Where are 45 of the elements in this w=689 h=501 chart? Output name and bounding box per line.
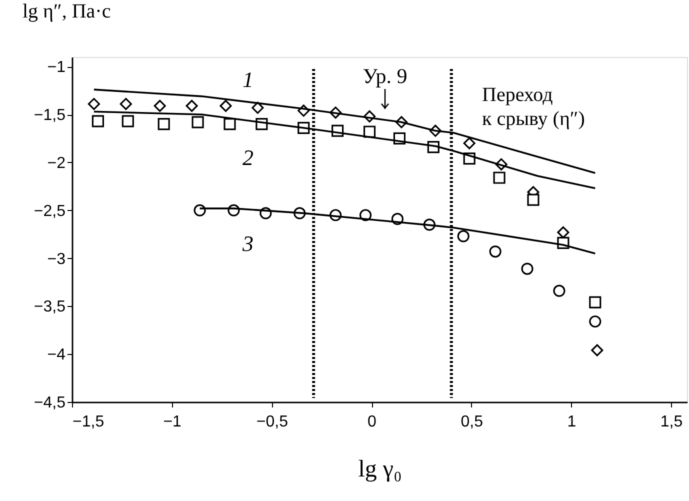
x-axis-title: lg γ₀: [358, 456, 402, 482]
point: [591, 344, 604, 356]
point: [224, 118, 236, 130]
point: [122, 115, 134, 128]
y-tick-label: −3: [47, 250, 66, 268]
point: [120, 98, 132, 110]
point: [489, 246, 502, 258]
y-tick-label: −4: [47, 346, 66, 364]
x-tick-label: 1: [567, 414, 576, 430]
x-tick-label: 0,5: [460, 414, 484, 430]
annotation: 1: [242, 67, 254, 92]
point: [220, 100, 232, 112]
point: [493, 172, 506, 184]
x-tick-label: 0: [368, 414, 377, 430]
y-axis-title: lg η″, Па·с: [22, 0, 111, 22]
point: [457, 230, 470, 242]
y-tick-label: −1,5: [34, 107, 66, 124]
y-tick-label: −3,5: [34, 298, 66, 316]
point: [557, 226, 570, 238]
y-tick-label: −4,5: [34, 394, 66, 412]
point: [363, 126, 376, 138]
point: [252, 102, 264, 114]
x-tick-label: −1,5: [72, 414, 104, 430]
point: [154, 100, 166, 112]
point: [92, 115, 104, 128]
annotation: 3: [242, 231, 254, 256]
point: [521, 262, 534, 275]
point: [186, 100, 198, 112]
x-tick-label: −0,5: [256, 414, 288, 430]
y-tick-label: −1: [47, 59, 66, 76]
annotation: 2: [242, 145, 254, 170]
x-tick-label: 1,5: [660, 414, 683, 430]
annotation: Ур. 9: [362, 64, 408, 88]
point: [192, 116, 204, 128]
point: [463, 137, 476, 150]
point: [88, 98, 100, 110]
point: [589, 296, 602, 308]
x-tick-label: −1: [163, 414, 182, 430]
y-tick-label: −2,5: [34, 202, 66, 220]
point: [589, 315, 602, 328]
y-tick-label: −2: [47, 154, 66, 172]
annotation: Переход к срыву (η″): [482, 84, 585, 130]
point: [553, 284, 566, 297]
point: [527, 194, 540, 206]
point: [158, 118, 170, 130]
